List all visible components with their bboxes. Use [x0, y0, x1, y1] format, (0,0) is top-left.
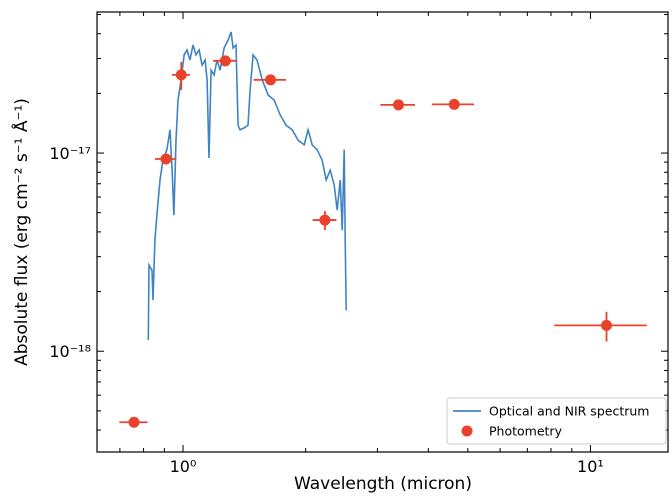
x-tick-label: 10⁰: [170, 457, 197, 476]
plot-frame: [96, 11, 669, 453]
y-tick-label: 10⁻¹⁸: [49, 342, 91, 361]
legend-box: [446, 397, 667, 445]
legend-label: Photometry: [489, 424, 563, 439]
y-axis-label: Absolute flux (erg cm⁻² s⁻¹ Å⁻¹): [10, 98, 32, 366]
photometry-point: [175, 69, 187, 81]
photometry-point: [448, 98, 460, 110]
photometry-point: [601, 319, 613, 331]
photometry-point: [393, 99, 405, 111]
plot-area: [119, 31, 647, 428]
photometry-point: [265, 74, 277, 86]
x-axis-label: Wavelength (micron): [294, 474, 472, 494]
photometry-point: [160, 153, 172, 165]
photometry-point: [319, 214, 331, 226]
x-tick-label: 10¹: [577, 457, 604, 476]
y-tick-label: 10⁻¹⁷: [49, 144, 91, 163]
photometry-point: [128, 416, 140, 428]
legend-marker: [461, 425, 473, 437]
photometry-point: [219, 55, 231, 67]
legend-label: Optical and NIR spectrum: [489, 404, 649, 419]
spectrum-line: [147, 31, 347, 340]
